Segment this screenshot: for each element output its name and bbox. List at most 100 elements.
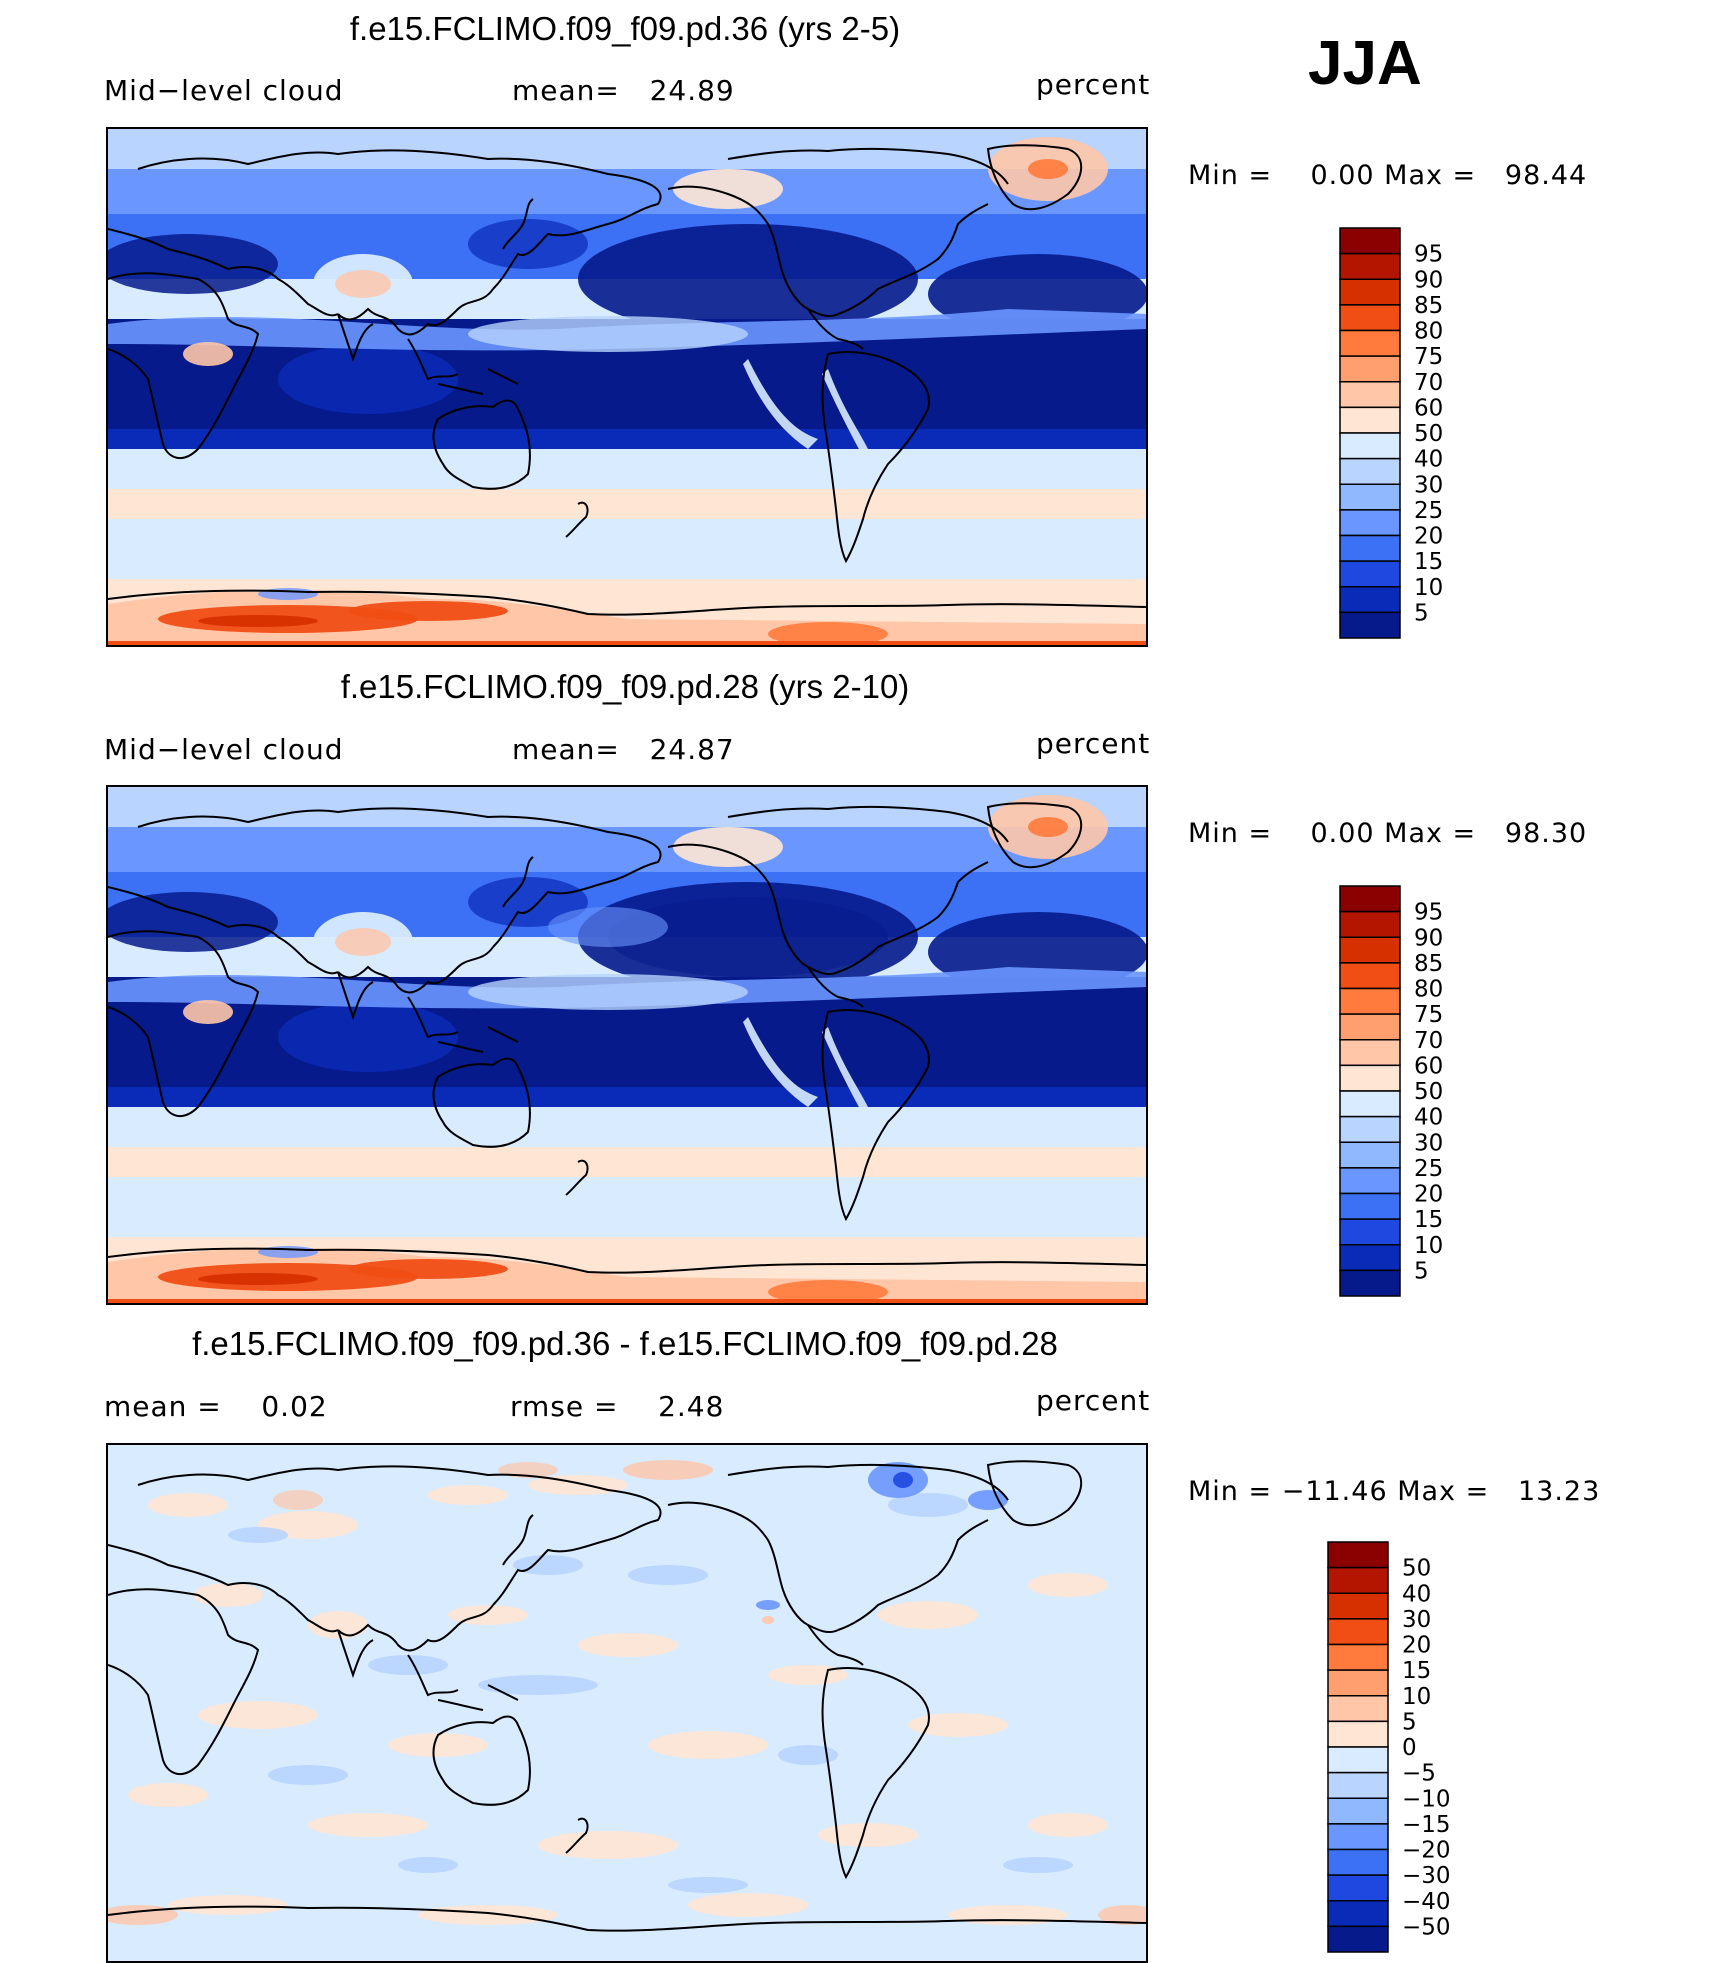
colorbar-level-label: 75: [1414, 344, 1443, 370]
coastline: [108, 1588, 260, 1775]
colorbar-level-label: 5: [1414, 1258, 1429, 1284]
panel-3-minmax-label: Min = −11.46 Max = 13.23: [1188, 1476, 1601, 1507]
colorbar-level-label: 10: [1402, 1684, 1431, 1710]
colorbar-swatch: [1339, 1013, 1401, 1041]
panel-2-units-label: percent: [1036, 727, 1151, 760]
colorbar-level-label: 5: [1402, 1709, 1417, 1735]
coastline: [565, 1817, 589, 1854]
colorbar-swatch: [1327, 1874, 1389, 1902]
coastline: [137, 1465, 662, 1541]
colorbar-swatch: [1339, 962, 1401, 990]
coastline: [108, 589, 1146, 616]
coastline: [407, 996, 519, 1053]
coastline: [986, 144, 1083, 211]
colorbar-swatch: [1339, 560, 1401, 588]
coastline: [108, 930, 260, 1117]
colorbar-swatch: [1327, 1592, 1389, 1620]
colorbar-level-label: −20: [1402, 1838, 1451, 1864]
panel-2-title: f.e15.FCLIMO.f09_f09.pd.28 (yrs 2-10): [340, 668, 910, 705]
coastline: [807, 308, 864, 350]
coastline: [727, 805, 1009, 843]
coastline: [337, 1629, 374, 1679]
coastline: [337, 971, 374, 1021]
panel-1-mean-label: mean= 24.89: [512, 74, 735, 107]
field-layer: [108, 129, 1146, 645]
coastline: [492, 223, 609, 290]
colorbar-swatch: [1327, 1669, 1389, 1697]
panel-2-map: [106, 785, 1148, 1305]
panel-2-minmax-label: Min = 0.00 Max = 98.30: [1188, 818, 1588, 849]
panel-1-map: [106, 127, 1148, 647]
coastline: [108, 228, 339, 317]
colorbar-level-label: 85: [1414, 951, 1443, 977]
panel-1-title: f.e15.FCLIMO.f09_f09.pd.36 (yrs 2-5): [349, 10, 901, 47]
colorbar-level-label: 50: [1414, 1079, 1443, 1105]
colorbar-level-label: 90: [1414, 925, 1443, 951]
colorbar-swatch: [1339, 252, 1401, 280]
colorbar-swatch: [1339, 1192, 1401, 1220]
coastline: [407, 338, 519, 395]
coastline: [492, 881, 609, 948]
coastline: [565, 1159, 589, 1196]
colorbar-swatch: [1327, 1797, 1389, 1825]
field-layer: [108, 787, 1146, 1303]
panel-3-map: [106, 1443, 1148, 1963]
coastline: [821, 1009, 930, 1222]
colorbar-swatch: [1339, 1244, 1401, 1272]
coastline: [727, 147, 1009, 185]
panel-3-title: f.e15.FCLIMO.f09_f09.pd.36 - f.e15.FCLIM…: [192, 1325, 1058, 1362]
coastline-layer: [108, 144, 1146, 616]
coastline: [337, 288, 494, 336]
coastline: [565, 501, 589, 538]
colorbar-swatch: [1339, 304, 1401, 332]
colorbar-level-label: −10: [1402, 1786, 1451, 1812]
colorbar-level-label: 70: [1414, 370, 1443, 396]
coastline: [821, 1667, 930, 1880]
colorbar-swatch: [1339, 406, 1401, 434]
coastline: [108, 1544, 339, 1633]
colorbar-level-label: −40: [1402, 1889, 1451, 1915]
colorbar-swatch: [1339, 329, 1401, 357]
colorbar-level-label: 40: [1402, 1581, 1431, 1607]
coastline: [667, 185, 839, 318]
colorbar-swatch: [1339, 885, 1401, 913]
panel-1-units-label: percent: [1036, 68, 1151, 101]
colorbar-level-label: 20: [1402, 1633, 1431, 1659]
panel-1-variable-label: Mid−level cloud: [104, 74, 344, 107]
coastline: [432, 1057, 531, 1148]
colorbar-level-label: 80: [1414, 977, 1443, 1003]
colorbar-level-label: 30: [1414, 472, 1443, 498]
colorbar-swatch: [1339, 381, 1401, 409]
colorbar-swatch: [1339, 586, 1401, 614]
colorbar-swatch: [1339, 483, 1401, 511]
colorbar-level-label: 15: [1414, 549, 1443, 575]
colorbar-level-label: 60: [1414, 1053, 1443, 1079]
colorbar-swatch: [1339, 910, 1401, 938]
colorbar-swatch: [1339, 278, 1401, 306]
colorbar-swatch: [1327, 1900, 1389, 1928]
coastline: [337, 946, 494, 994]
coastline: [667, 1501, 839, 1634]
colorbar-swatch: [1339, 355, 1401, 383]
panel-2-variable-label: Mid−level cloud: [104, 733, 344, 766]
panel-3-rmse-label: rmse = 2.48: [510, 1390, 725, 1423]
panel-2-mean-label: mean= 24.87: [512, 733, 735, 766]
colorbar-level-label: 10: [1414, 1233, 1443, 1259]
colorbar-swatch: [1339, 987, 1401, 1015]
coastline: [502, 1514, 534, 1566]
colorbar-level-label: 30: [1402, 1607, 1431, 1633]
colorbar-swatch: [1339, 611, 1401, 639]
colorbar-swatch: [1339, 1141, 1401, 1169]
coastline: [502, 198, 534, 250]
coastline-layer: [108, 802, 1146, 1274]
colorbar-swatch: [1327, 1618, 1389, 1646]
colorbar-swatch: [1339, 457, 1401, 485]
coastline: [337, 1604, 494, 1652]
colorbar-swatch: [1327, 1771, 1389, 1799]
coastline: [837, 861, 989, 973]
colorbar-level-label: −15: [1402, 1812, 1451, 1838]
colorbar-level-label: 95: [1414, 900, 1443, 926]
colorbar-level-label: −50: [1402, 1914, 1451, 1940]
colorbar-swatch: [1339, 432, 1401, 460]
